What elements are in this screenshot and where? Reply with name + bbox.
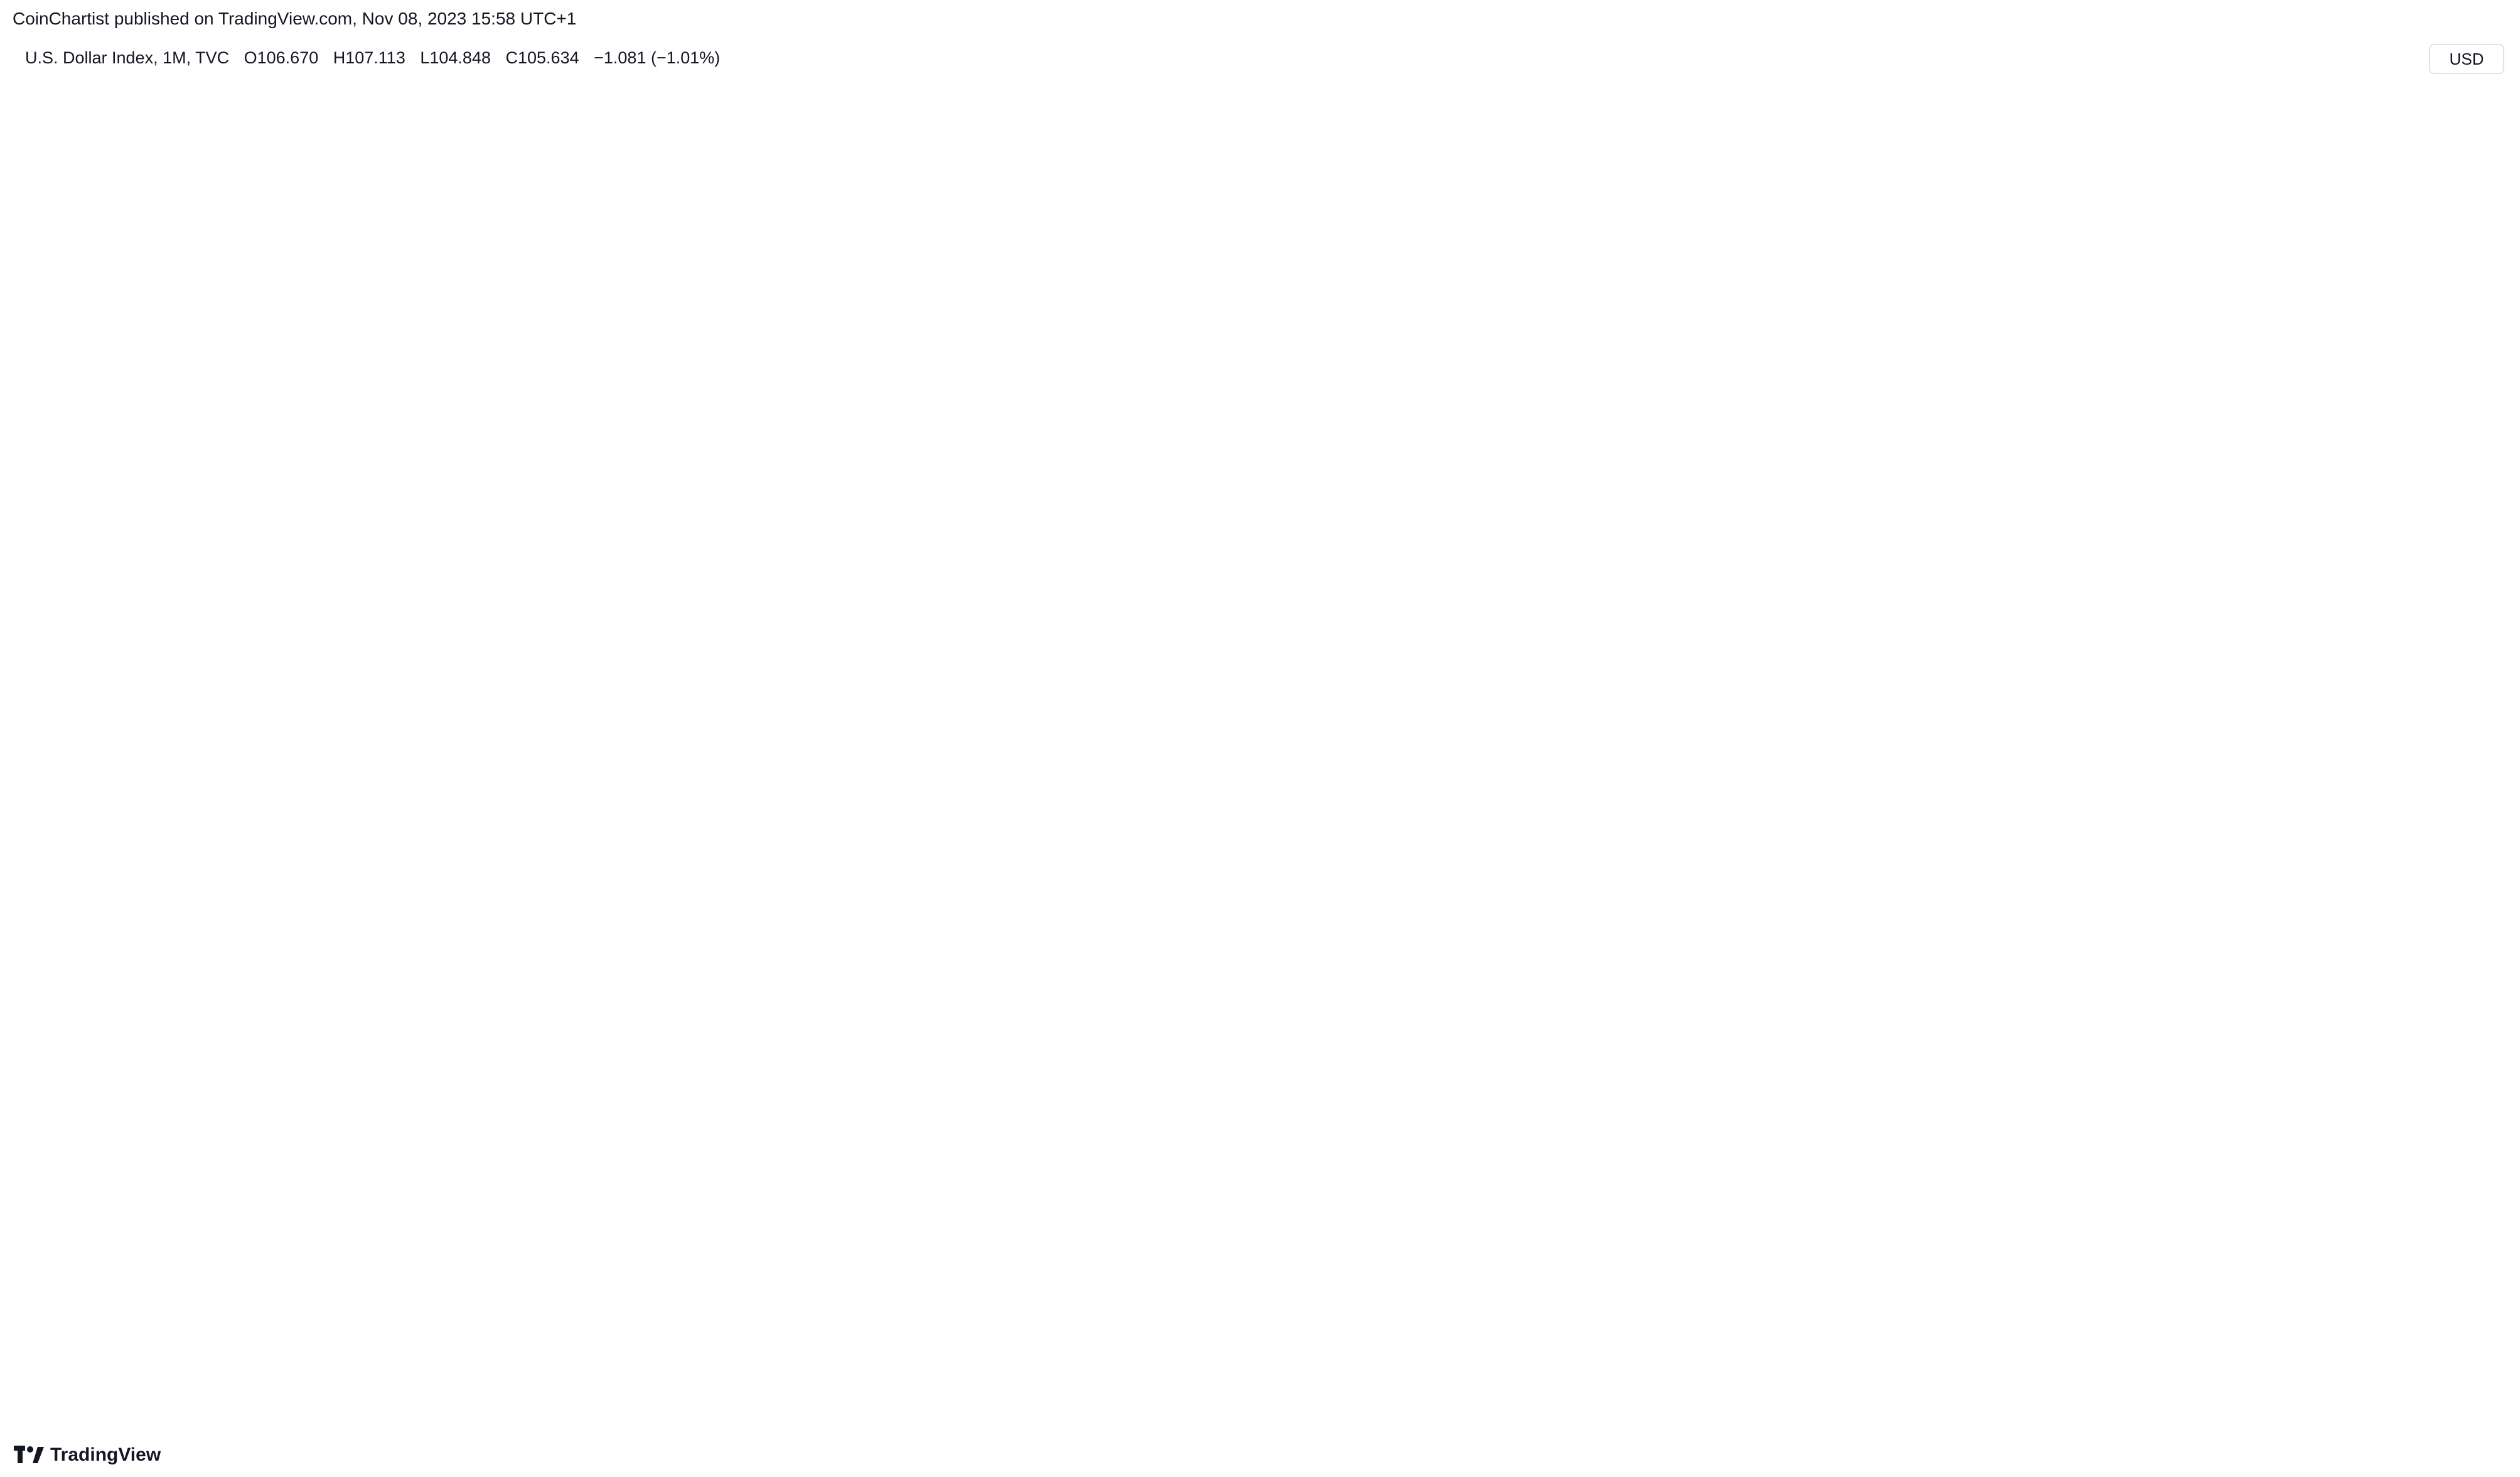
legend-close: C105.634 <box>505 48 579 67</box>
legend-open: O106.670 <box>244 48 319 67</box>
series-legend: U.S. Dollar Index, 1M, TVC O106.670 H107… <box>25 48 730 68</box>
tradingview-logo-icon <box>14 1446 44 1464</box>
currency-selector[interactable]: USD <box>2429 44 2504 74</box>
publisher-line: CoinChartist published on TradingView.co… <box>13 9 577 28</box>
legend-change: −1.081 (−1.01%) <box>594 48 721 67</box>
legend-high: H107.113 <box>333 48 405 67</box>
legend-symbol: U.S. Dollar Index, 1M, TVC <box>25 48 230 67</box>
brand-name: TradingView <box>50 1444 161 1465</box>
legend-low: L104.848 <box>420 48 491 67</box>
footer-brand[interactable]: TradingView <box>14 1442 161 1468</box>
